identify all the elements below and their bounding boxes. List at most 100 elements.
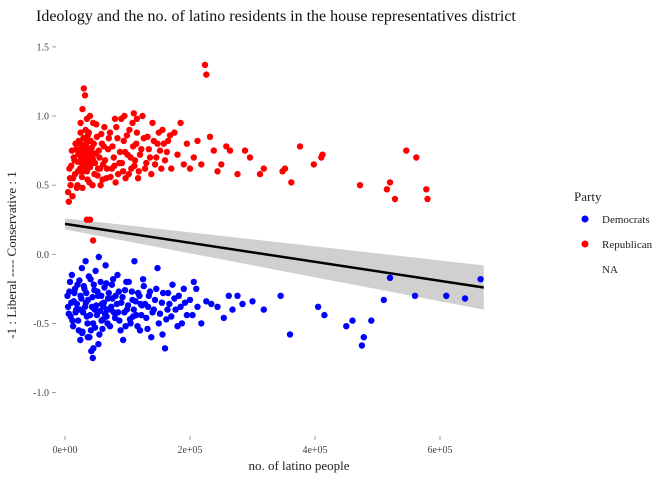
legend-label-republican: Republican [602,239,653,251]
point-democrats [119,293,126,301]
point-republican [105,135,113,142]
point-republican [96,154,103,161]
point-democrats [168,313,175,320]
point-democrats [78,295,85,302]
point-democrats [277,292,284,299]
point-republican [296,143,304,150]
point-democrats [95,340,102,348]
point-republican [99,176,106,183]
point-republican [148,170,155,178]
point-republican [86,112,94,120]
point-democrats [74,317,82,324]
point-democrats [115,288,123,295]
point-democrats [102,262,109,269]
point-democrats [194,303,201,310]
point-democrats [477,276,484,283]
point-democrats [90,345,97,352]
point-republican [93,121,100,128]
point-republican [79,168,86,175]
point-republican [89,155,97,163]
point-republican [77,146,85,153]
point-democrats [87,327,95,334]
point-democrats [113,300,121,308]
point-democrats [100,303,107,310]
point-republican [203,71,210,78]
point-democrats [443,292,450,299]
point-republican [124,151,131,158]
point-democrats [84,320,91,327]
point-republican [145,146,152,153]
point-democrats [180,285,187,292]
x-tick-label: 6e+05 [427,445,452,456]
point-republican [77,140,84,147]
point-republican [383,186,391,193]
point-democrats [140,282,147,290]
point-democrats [95,253,103,261]
point-republican [186,165,194,172]
point-democrats [159,331,166,338]
point-democrats [103,280,110,287]
point-democrats [220,314,227,322]
point-democrats [128,288,136,295]
point-democrats [159,289,167,297]
point-democrats [121,309,128,316]
point-republican [310,161,317,168]
point-democrats [181,299,189,306]
point-democrats [138,311,145,319]
point-democrats [106,306,113,313]
point-democrats [98,317,105,324]
point-democrats [156,310,164,317]
chart-title: Ideology and the no. of latino residents… [36,8,516,25]
point-democrats [89,354,97,362]
point-republican [223,143,230,150]
point-republican [139,112,146,120]
point-democrats [83,289,90,297]
point-republican [67,182,74,189]
point-democrats [380,296,387,304]
point-democrats [64,303,72,310]
point-democrats [78,264,86,272]
point-democrats [186,296,194,304]
point-republican [226,147,234,154]
point-republican [80,85,88,92]
point-democrats [76,277,83,284]
point-republican [423,186,430,193]
point-democrats [131,258,138,265]
point-republican [71,170,79,178]
point-republican [69,193,76,200]
x-tick-label: 4e+05 [302,445,327,456]
point-republican [110,154,118,161]
point-republican [85,137,92,145]
point-republican [131,157,139,164]
y-tick-label: 1.0 [37,112,50,123]
point-republican [129,143,137,150]
point-democrats [368,317,375,324]
point-republican [120,137,128,145]
point-democrats [134,323,141,330]
point-democrats [122,323,129,330]
point-republican [150,137,157,145]
point-republican [109,143,116,150]
legend-swatch-republican [581,240,589,248]
point-democrats [105,289,113,297]
point-republican [111,115,119,123]
point-republican [123,132,131,139]
point-republican [66,175,74,182]
point-republican [106,129,114,136]
point-democrats [108,281,116,288]
point-republican [119,168,127,175]
point-democrats [155,320,162,327]
point-democrats [214,303,221,310]
point-republican [68,162,75,169]
point-democrats [193,285,200,292]
point-republican [166,132,174,139]
point-republican [129,119,136,127]
x-tick-label: 2e+05 [177,445,202,456]
point-democrats [82,299,90,306]
x-axis-title: no. of latino people [248,458,349,473]
y-tick-label: -0.5 [33,319,49,330]
point-democrats [82,258,89,265]
point-republican [98,130,105,138]
point-republican [103,165,111,172]
